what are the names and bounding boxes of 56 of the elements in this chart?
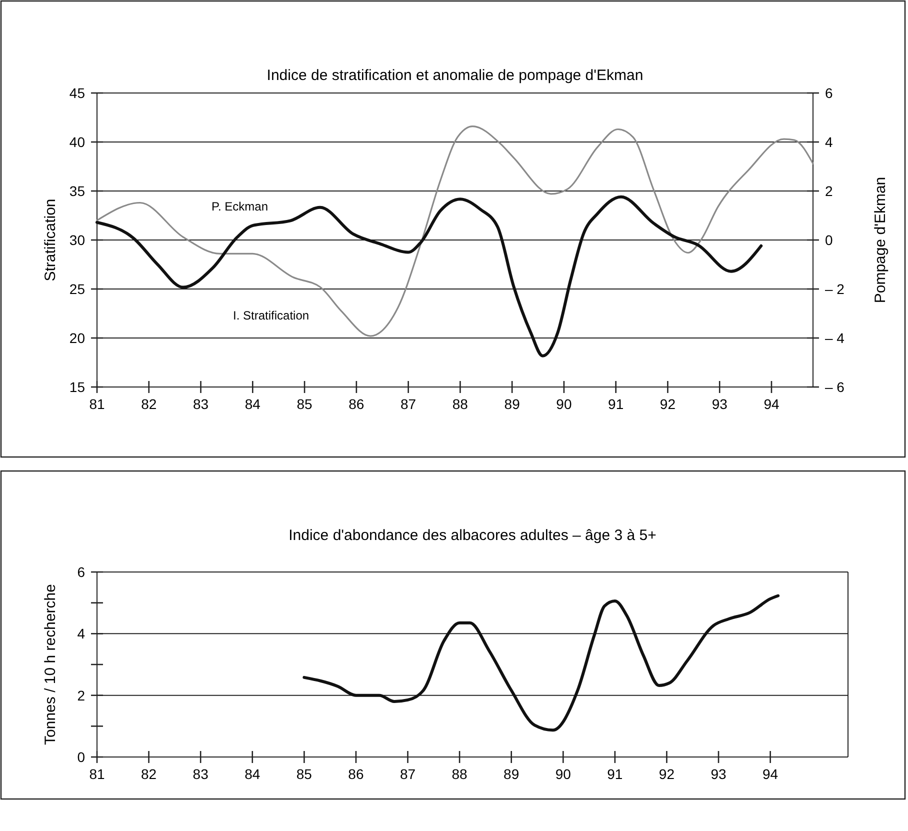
x-tick-label: 85 [296,766,312,782]
y2-tick-label: 0 [825,232,833,248]
y-tick-label: 0 [77,749,86,765]
x-tick-label: 94 [762,766,778,782]
x-tick-label: 94 [764,396,780,412]
x-tick-label: 90 [555,766,572,782]
x-tick-label: 91 [608,396,624,412]
y2-tick-label: – 2 [825,281,845,297]
x-tick-label: 88 [452,766,468,782]
line-series [96,126,814,337]
x-tick-label: 87 [400,396,416,412]
x-tick-label: 82 [141,766,157,782]
y-tick-label: 6 [77,564,86,580]
x-tick-label: 89 [504,396,520,412]
y2-tick-label: – 4 [825,330,845,346]
y2-tick-label: 2 [825,183,833,199]
x-tick-label: 85 [296,396,313,412]
x-tick-label: 93 [710,766,727,782]
y-tick-label: 40 [69,134,86,150]
y2-tick-label: – 6 [825,379,845,395]
line-series [302,594,780,732]
y-tick-label: 45 [69,85,86,101]
chart-title: Indice de stratification et anomalie de pompage d'Ekman [266,67,644,84]
y-tick-label: 20 [69,330,86,346]
x-tick-label: 89 [504,766,520,782]
x-tick-label: 92 [658,766,675,782]
chart-title: Indice d'abondance des albacores adultes – âge 3 à 5+ [288,527,657,544]
x-tick-label: 86 [348,766,364,782]
y-axis-title: Stratification [42,198,59,282]
x-tick-label: 83 [192,766,209,782]
y2-axis-title: Pompage d'Ekman [872,176,889,304]
y-tick-label: 15 [69,379,86,395]
line-series [96,195,763,358]
x-tick-label: 87 [400,766,416,782]
x-tick-label: 81 [89,766,105,782]
x-tick-label: 84 [244,766,260,782]
x-tick-label: 82 [141,396,157,412]
y-tick-label: 30 [69,232,86,248]
y-axis-title: Tonnes / 10 h recherche [42,584,59,745]
y-tick-label: 4 [77,626,86,642]
y-tick-label: 2 [77,687,86,704]
x-tick-label: 88 [452,396,468,412]
x-tick-label: 93 [712,396,728,412]
y-tick-label: 25 [69,281,86,297]
x-tick-label: 83 [192,396,209,412]
x-tick-label: 90 [556,396,572,412]
x-tick-label: 91 [607,766,623,782]
x-tick-label: 86 [348,396,364,412]
x-tick-label: 81 [89,396,105,412]
series-label: P. Eckman [212,200,268,214]
y2-tick-label: 6 [825,85,833,101]
x-tick-label: 84 [244,396,261,412]
y-tick-label: 35 [69,183,86,199]
x-tick-label: 92 [660,396,676,412]
series-label: I. Stratification [233,308,310,322]
y2-tick-label: 4 [825,134,833,150]
